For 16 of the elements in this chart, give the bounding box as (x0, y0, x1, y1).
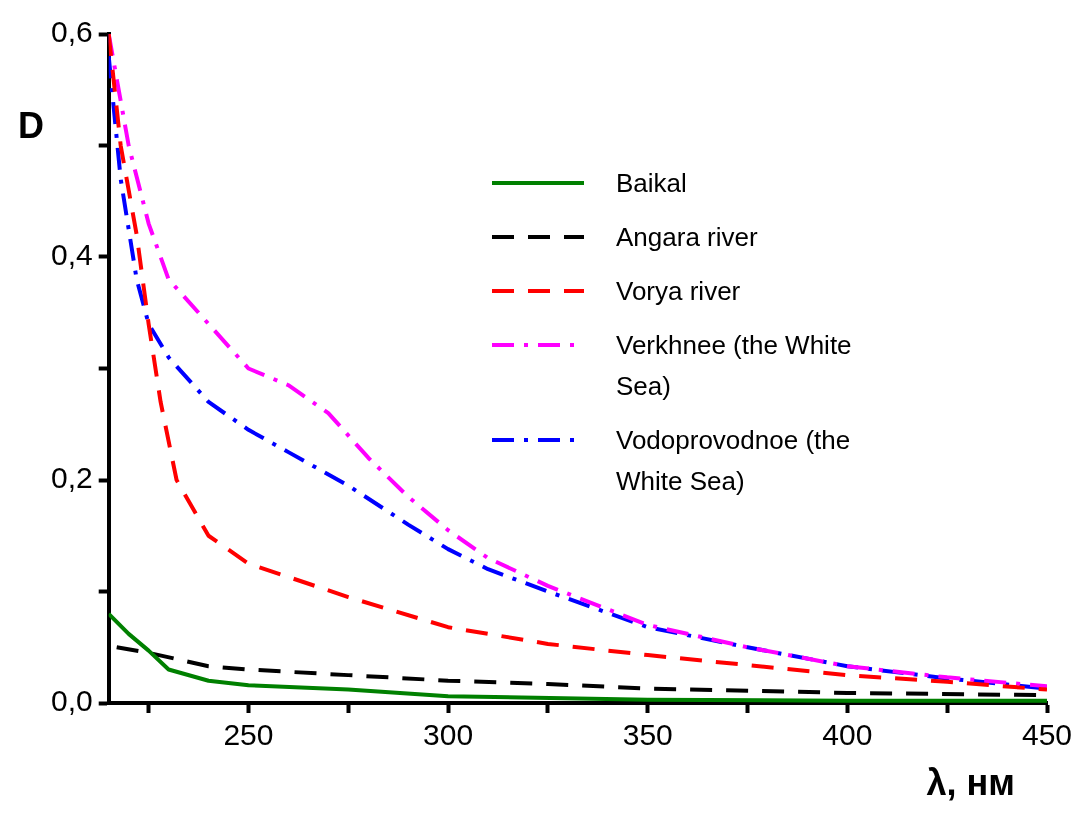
legend-label: Vodoprovodnoe (the White Sea) (616, 424, 852, 498)
x-tick-label: 300 (423, 718, 474, 752)
x-tick-label: 350 (622, 718, 673, 752)
legend-label: Verkhnee (the White Sea) (616, 329, 853, 403)
legend-label: Vorya river (616, 275, 742, 308)
legend-label: Angara river (616, 221, 759, 254)
x-tick-label: 250 (223, 718, 274, 752)
legend-label: Baikal (616, 167, 688, 200)
x-tick-label: 400 (822, 718, 873, 752)
y-tick-label: 0,6 (50, 15, 93, 49)
x-axis-title: λ, нм (926, 762, 1015, 804)
x-tick-label: 450 (1021, 718, 1073, 752)
y-tick-label: 0,2 (50, 461, 93, 495)
y-tick-label: 0,0 (50, 684, 93, 718)
y-tick-label: 0,4 (50, 238, 93, 272)
y-axis-title: D (18, 105, 44, 147)
